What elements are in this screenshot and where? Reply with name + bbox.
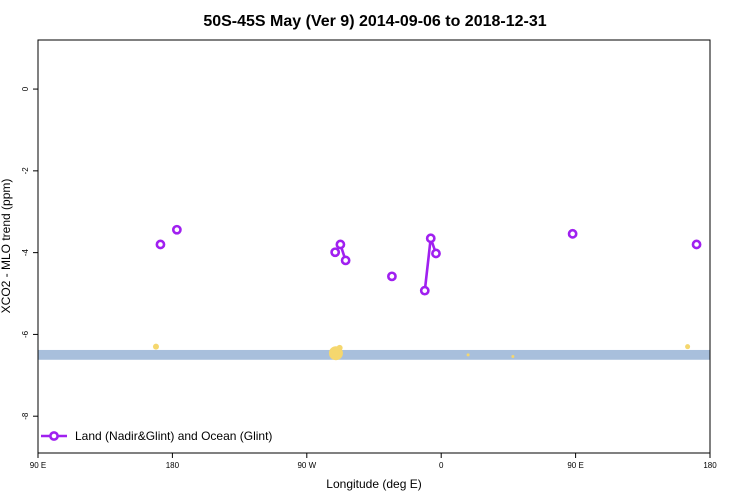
- data-point: [387, 271, 397, 282]
- data-point: [691, 239, 702, 250]
- legend: Land (Nadir&Glint) and Ocean (Glint): [41, 429, 272, 443]
- data-point: [431, 248, 441, 259]
- yellow-marker: [152, 343, 159, 350]
- ocean-band: [38, 349, 710, 360]
- x-axis: 90 E 180 90 W 0 90 E 180: [30, 453, 717, 470]
- x-tick-label: 0: [439, 461, 444, 470]
- x-tick-label: 90 E: [30, 461, 46, 470]
- data-point: [330, 247, 341, 258]
- yellow-marker-layer: [152, 343, 691, 361]
- series-line: [423, 237, 438, 291]
- legend-marker: [49, 431, 59, 441]
- y-axis: 0 -2 -4 -6 -8: [21, 86, 38, 420]
- plot-frame: [37, 39, 711, 454]
- y-tick-label: -6: [21, 330, 30, 338]
- y-axis-label: XCO2 - MLO trend (ppm): [0, 179, 13, 314]
- yellow-marker: [511, 354, 515, 358]
- data-point: [155, 239, 166, 250]
- data-point: [425, 233, 436, 244]
- legend-entry: Land (Nadir&Glint) and Ocean (Glint): [75, 429, 272, 443]
- data-point: [340, 255, 351, 266]
- x-tick-label: 180: [703, 461, 717, 470]
- y-tick-label: -2: [21, 167, 30, 175]
- yellow-marker: [685, 344, 691, 350]
- data-point: [171, 224, 182, 235]
- x-tick-label: 90 E: [567, 461, 583, 470]
- yellow-marker: [336, 344, 343, 351]
- chart-title: 50S-45S May (Ver 9) 2014-09-06 to 2018-1…: [203, 13, 546, 30]
- x-axis-label: Longitude (deg E): [326, 477, 421, 491]
- yellow-marker: [466, 353, 470, 357]
- data-point: [419, 285, 430, 296]
- y-tick-label: -8: [21, 412, 30, 420]
- x-tick-label: 90 W: [297, 461, 316, 470]
- x-tick-label: 180: [166, 461, 180, 470]
- y-tick-label: 0: [21, 86, 30, 91]
- y-tick-label: -4: [21, 249, 30, 257]
- ocean-band-layer: [38, 349, 710, 360]
- data-point: [567, 228, 578, 239]
- data-point: [335, 239, 346, 250]
- series-layer: [155, 224, 702, 296]
